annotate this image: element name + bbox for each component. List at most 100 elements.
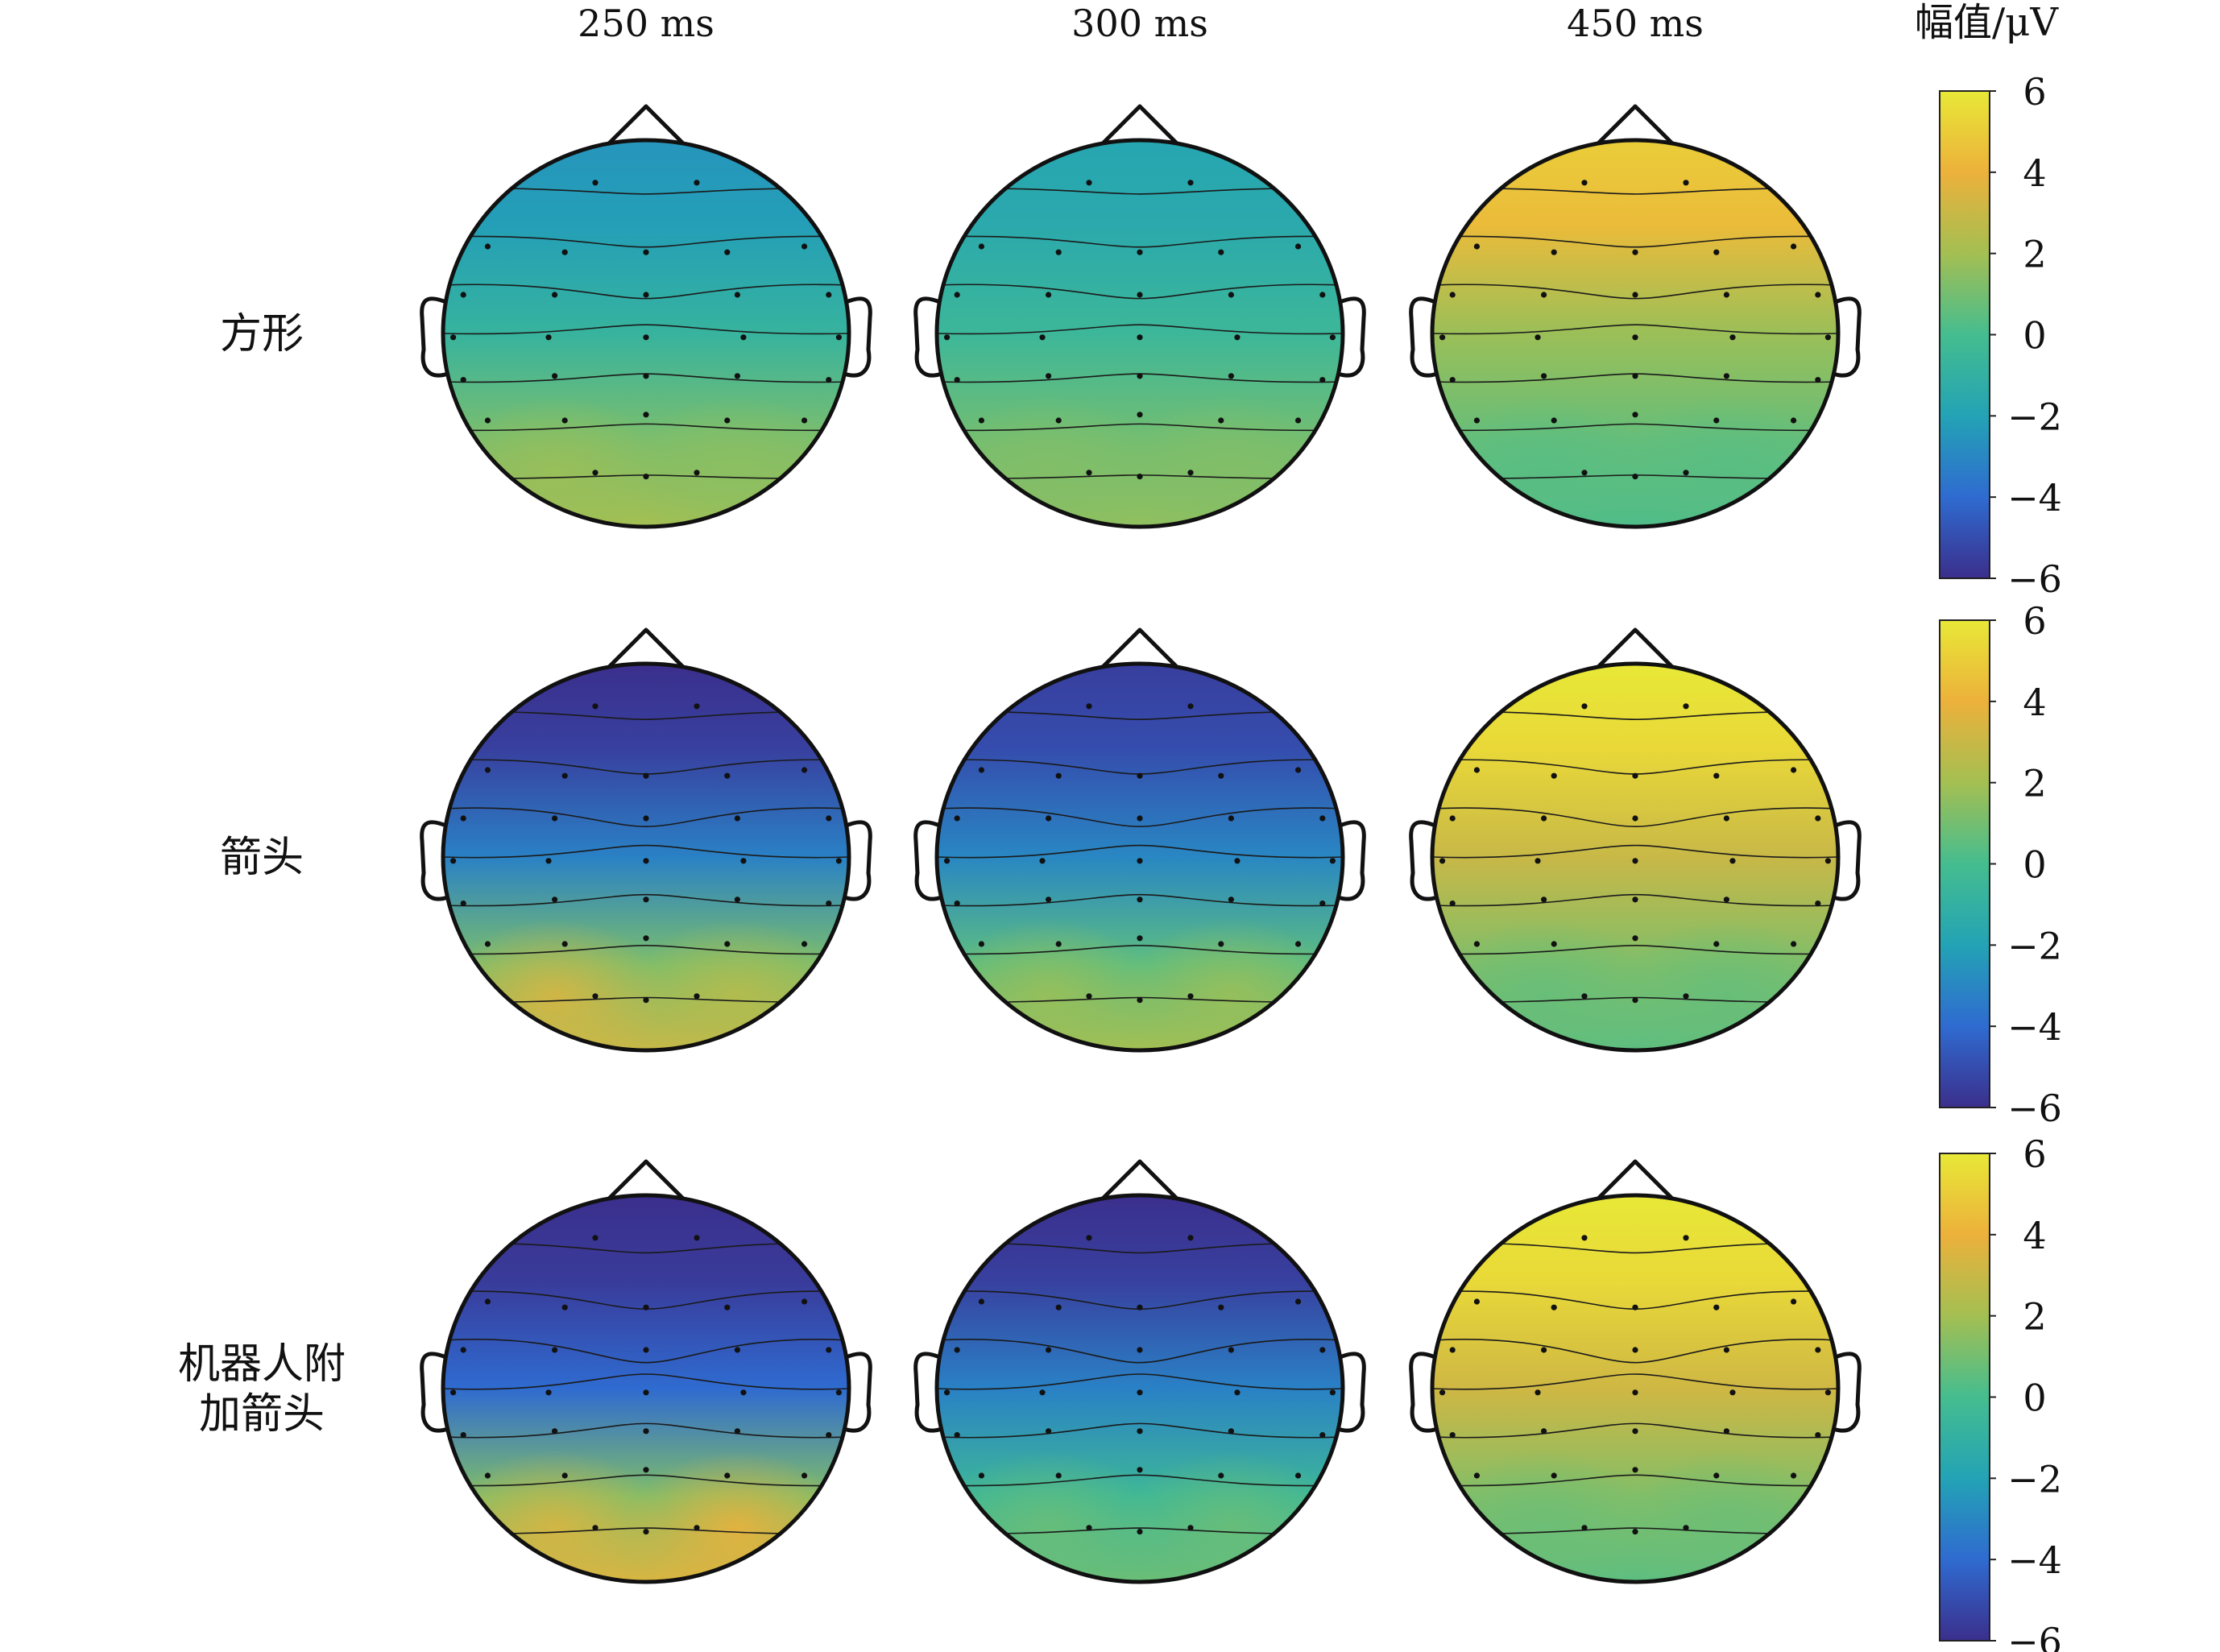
electrode-dot	[1723, 1347, 1729, 1353]
electrode-dot	[1187, 1525, 1194, 1531]
electrode-dot	[1137, 1389, 1143, 1396]
electrode-dot	[1713, 941, 1720, 947]
electrode-dot	[592, 1525, 598, 1531]
contour-line	[443, 1474, 849, 1487]
electrode-dot	[1449, 901, 1456, 907]
electrode-dot	[694, 1235, 700, 1241]
electrode-dot	[460, 815, 466, 822]
electrode-dot	[954, 815, 960, 822]
row-label-line: 箭头	[220, 834, 304, 882]
right-ear-outline	[843, 296, 872, 378]
electrode-dot	[1541, 815, 1547, 822]
electrode-dot	[1439, 334, 1446, 341]
electrode-dot	[1137, 292, 1143, 298]
column-label: 250 ms	[578, 2, 714, 45]
electrode-dot	[545, 858, 552, 864]
electrode-dot	[450, 1389, 457, 1396]
electrode-dot	[954, 901, 960, 907]
electrode-dot	[643, 858, 649, 864]
left-ear-outline	[1409, 296, 1438, 378]
colorbar-tick-label: 6	[2023, 70, 2046, 114]
contour-line	[1432, 844, 1838, 859]
electrode-dot	[1055, 1472, 1062, 1479]
column-label: 300 ms	[1071, 2, 1208, 45]
electrode-dot	[1187, 180, 1194, 186]
electrode-dot	[826, 292, 832, 298]
colorbar-tick-label: 6	[2023, 1132, 2046, 1176]
electrode-dot	[1632, 997, 1638, 1004]
electrode-dot	[1228, 292, 1234, 298]
colorbar-tick-label: −6	[2007, 1620, 2062, 1652]
colorbar-tick-label: −6	[2007, 557, 2062, 601]
electrode-dot	[734, 1347, 741, 1353]
contour-line	[1432, 1242, 1838, 1254]
electrode-dot	[1632, 1389, 1638, 1396]
electrode-dot	[1683, 1235, 1689, 1241]
electrode-dot	[1824, 858, 1831, 864]
electrode-dot	[1632, 1529, 1638, 1535]
electrode-dot	[1581, 993, 1588, 1000]
electrode-dot	[1535, 334, 1541, 341]
electrode-dot	[1541, 896, 1547, 903]
electrode-dot	[1294, 243, 1302, 250]
topomap	[913, 1159, 1366, 1584]
electrode-dot	[1055, 941, 1062, 947]
contour-line	[937, 945, 1343, 955]
row-label-line: 加箭头	[199, 1390, 325, 1439]
electrode-dot	[944, 1389, 951, 1396]
electrode-dot	[1228, 815, 1234, 822]
electrode-dot	[1449, 1432, 1456, 1439]
electrode-dot	[835, 1389, 842, 1396]
colorbar-gradient	[1939, 1153, 1990, 1642]
electrode-dot	[1815, 1347, 1821, 1353]
left-ear-outline	[1409, 1352, 1438, 1433]
contour-line	[937, 844, 1343, 859]
electrode-dot	[643, 373, 649, 379]
electrode-dot	[1713, 417, 1720, 424]
electrode-dot	[1723, 373, 1729, 379]
electrode-dot	[1046, 896, 1052, 903]
electrode-dot	[1449, 1347, 1456, 1353]
contour-line	[443, 1527, 849, 1535]
contour-line	[1432, 945, 1838, 955]
contour-line	[443, 710, 849, 720]
electrode-dot	[978, 1472, 985, 1479]
electrode-dot	[1137, 1347, 1143, 1353]
electrode-dot	[1632, 292, 1638, 298]
electrode-dot	[460, 901, 466, 907]
electrode-dot	[450, 334, 457, 341]
electrode-dot	[1632, 412, 1638, 418]
contour-line	[1432, 187, 1838, 195]
electrode-dot	[1294, 767, 1302, 773]
colorbar-gradient	[1939, 90, 1990, 579]
colorbar-tick-label: −2	[2007, 1457, 2062, 1501]
electrode-dot	[801, 1298, 808, 1305]
electrode-dot	[643, 412, 649, 418]
electrode-dot	[561, 417, 568, 424]
electrode-dot	[694, 470, 700, 476]
electrode-dot	[643, 334, 649, 341]
electrode-dot	[1234, 334, 1240, 341]
electrode-dot	[1581, 180, 1588, 186]
electrode-dot	[1329, 1389, 1336, 1396]
electrode-dot	[1439, 1389, 1446, 1396]
colorbar: 6 4 2 0 −2 −4 −6	[1939, 1132, 2062, 1652]
electrode-dot	[1218, 1472, 1224, 1479]
electrode-dot	[643, 1529, 649, 1535]
nose-outline	[606, 1159, 686, 1202]
electrode-dot	[724, 1304, 731, 1310]
electrode-dot	[643, 474, 649, 480]
contour-line	[1432, 893, 1838, 907]
electrode-dot	[1473, 941, 1481, 947]
electrode-dot	[1683, 993, 1689, 1000]
colorbar-tick-label: 6	[2023, 599, 2046, 643]
contour-line	[937, 1527, 1343, 1535]
electrode-dot	[1055, 772, 1062, 779]
electrode-dot	[944, 334, 951, 341]
contour-line	[443, 284, 849, 300]
contour-line	[443, 893, 849, 907]
electrode-dot	[1046, 815, 1052, 822]
electrode-dot	[1294, 1472, 1302, 1479]
electrode-dot	[1815, 901, 1821, 907]
